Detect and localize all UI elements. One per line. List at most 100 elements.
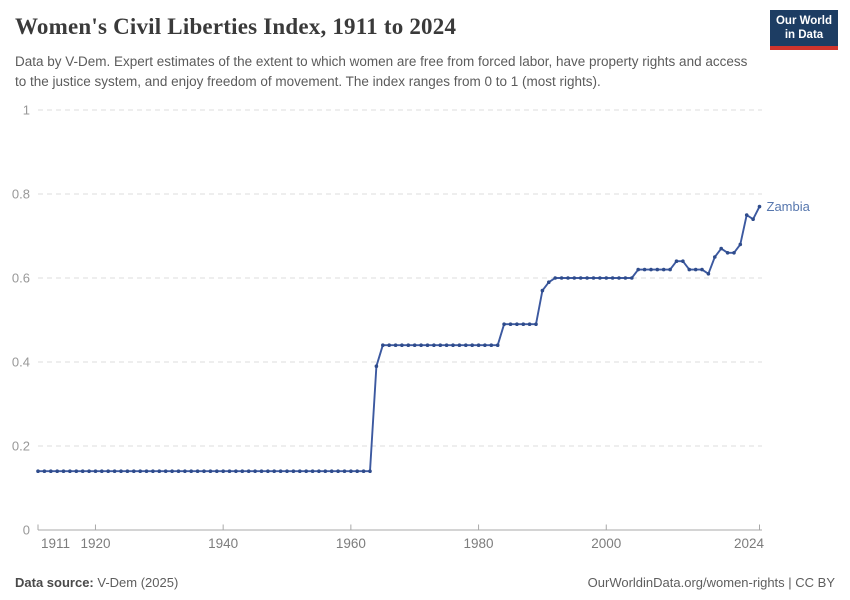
data-point[interactable]	[323, 469, 328, 474]
data-point[interactable]	[432, 343, 436, 348]
data-point[interactable]	[444, 343, 449, 348]
data-point[interactable]	[368, 469, 372, 474]
data-point[interactable]	[285, 469, 289, 474]
data-point[interactable]	[515, 322, 519, 327]
credit-link[interactable]: OurWorldinData.org/women-rights | CC BY	[587, 575, 835, 590]
data-point[interactable]	[170, 469, 174, 474]
series-line-zambia[interactable]	[37, 205, 761, 473]
data-point[interactable]	[163, 469, 168, 474]
data-point[interactable]	[693, 267, 698, 272]
data-point[interactable]	[49, 469, 53, 474]
data-point[interactable]	[713, 255, 717, 259]
data-point[interactable]	[215, 469, 219, 474]
data-point[interactable]	[259, 469, 264, 474]
data-point[interactable]	[655, 267, 660, 272]
data-point[interactable]	[317, 469, 321, 474]
data-point[interactable]	[489, 343, 494, 348]
data-point[interactable]	[604, 276, 609, 280]
data-point[interactable]	[738, 242, 743, 247]
data-point[interactable]	[144, 469, 149, 474]
data-point[interactable]	[719, 246, 723, 251]
data-point[interactable]	[630, 276, 634, 280]
data-point[interactable]	[151, 469, 155, 474]
data-point[interactable]	[36, 469, 40, 474]
data-point[interactable]	[585, 276, 589, 280]
data-point[interactable]	[610, 276, 615, 280]
data-point[interactable]	[508, 322, 513, 327]
data-point[interactable]	[42, 469, 47, 474]
data-point[interactable]	[674, 259, 679, 264]
data-point[interactable]	[132, 469, 136, 474]
data-point[interactable]	[578, 276, 583, 280]
data-point[interactable]	[400, 343, 404, 348]
data-point[interactable]	[106, 469, 110, 474]
data-point[interactable]	[457, 343, 462, 348]
data-point[interactable]	[253, 469, 257, 474]
data-point[interactable]	[617, 276, 621, 280]
data-point[interactable]	[483, 343, 487, 348]
data-point[interactable]	[732, 251, 736, 255]
data-point[interactable]	[87, 469, 91, 474]
data-point[interactable]	[476, 343, 481, 348]
data-point[interactable]	[598, 276, 602, 280]
data-point[interactable]	[208, 469, 213, 474]
data-point[interactable]	[464, 343, 468, 348]
data-point[interactable]	[355, 469, 360, 474]
data-point[interactable]	[495, 343, 500, 348]
owid-logo[interactable]: Our World in Data	[770, 10, 838, 50]
data-point[interactable]	[527, 322, 532, 327]
data-point[interactable]	[668, 267, 672, 272]
data-point[interactable]	[80, 469, 85, 474]
data-point[interactable]	[68, 469, 72, 474]
data-point[interactable]	[547, 280, 551, 285]
data-point[interactable]	[183, 469, 187, 474]
data-point[interactable]	[412, 343, 417, 348]
data-point[interactable]	[623, 276, 628, 280]
data-point[interactable]	[189, 469, 193, 474]
data-point[interactable]	[61, 469, 66, 474]
data-point[interactable]	[706, 272, 711, 276]
data-point[interactable]	[227, 469, 232, 474]
data-point[interactable]	[304, 469, 309, 474]
data-point[interactable]	[572, 276, 577, 280]
entity-label[interactable]: Zambia	[767, 199, 811, 214]
data-point[interactable]	[591, 276, 596, 280]
data-point[interactable]	[393, 343, 398, 348]
data-point[interactable]	[342, 469, 347, 474]
data-point[interactable]	[55, 469, 59, 474]
data-point[interactable]	[310, 469, 315, 474]
data-point[interactable]	[687, 267, 692, 272]
data-point[interactable]	[744, 213, 749, 217]
data-point[interactable]	[757, 204, 762, 209]
data-point[interactable]	[381, 343, 385, 348]
data-point[interactable]	[451, 343, 455, 348]
data-point[interactable]	[298, 469, 302, 474]
data-point[interactable]	[246, 469, 251, 474]
data-point[interactable]	[272, 469, 277, 474]
data-point[interactable]	[502, 322, 506, 327]
data-point[interactable]	[125, 469, 130, 474]
data-point[interactable]	[681, 259, 685, 264]
data-point[interactable]	[540, 288, 545, 293]
data-point[interactable]	[329, 469, 334, 474]
data-point[interactable]	[157, 469, 162, 474]
data-point[interactable]	[374, 364, 379, 369]
data-point[interactable]	[521, 322, 526, 327]
data-point[interactable]	[553, 276, 557, 280]
data-point[interactable]	[349, 469, 353, 474]
data-point[interactable]	[93, 469, 98, 474]
data-point[interactable]	[176, 469, 181, 474]
data-point[interactable]	[649, 267, 653, 272]
data-point[interactable]	[751, 217, 755, 221]
data-point[interactable]	[661, 267, 666, 272]
data-point[interactable]	[642, 267, 647, 272]
data-point[interactable]	[725, 251, 730, 255]
data-point[interactable]	[406, 343, 411, 348]
data-point[interactable]	[291, 469, 296, 474]
data-point[interactable]	[534, 322, 538, 327]
data-point[interactable]	[361, 469, 366, 474]
data-point[interactable]	[700, 267, 704, 272]
data-point[interactable]	[240, 469, 245, 474]
data-point[interactable]	[195, 469, 200, 474]
